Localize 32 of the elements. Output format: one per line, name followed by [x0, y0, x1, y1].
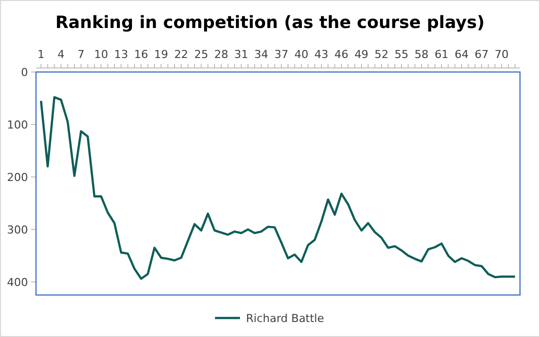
x-tick-label: 19 — [154, 48, 168, 61]
y-tick-label: 300 — [7, 223, 28, 236]
x-tick-label: 37 — [274, 48, 288, 61]
y-tick-label: 0 — [21, 66, 28, 79]
x-tick-label: 7 — [78, 48, 85, 61]
x-tick-label: 64 — [454, 48, 469, 61]
y-tick-label: 400 — [7, 276, 28, 289]
legend-label: Richard Battle — [246, 312, 324, 325]
x-tick-label: 52 — [374, 48, 388, 61]
x-tick-label: 43 — [314, 48, 328, 61]
x-tick-label: 58 — [414, 48, 429, 61]
line-series — [40, 96, 516, 280]
x-tick-label: 22 — [174, 48, 188, 61]
x-tick-label: 16 — [134, 48, 148, 61]
x-tick-label: 61 — [434, 48, 449, 61]
x-tick-label: 1 — [38, 48, 44, 61]
x-tick-label: 13 — [114, 48, 128, 61]
x-tick-label: 4 — [58, 48, 65, 61]
x-tick-label: 70 — [494, 48, 509, 61]
x-tick-label: 31 — [234, 48, 248, 61]
y-tick-label: 100 — [7, 118, 28, 132]
x-tick-label: 34 — [254, 48, 268, 61]
x-tick-label: 49 — [354, 48, 368, 61]
x-tick-label: 67 — [474, 48, 489, 61]
chart-title: Ranking in competition (as the course plays) — [55, 13, 485, 33]
x-tick-label: 55 — [394, 48, 409, 61]
x-tick-label: 28 — [214, 48, 228, 61]
y-tick-label: 200 — [7, 170, 28, 184]
x-tick-label: 10 — [94, 48, 108, 61]
x-tick-label: 25 — [194, 48, 208, 61]
x-tick-label: 40 — [294, 48, 308, 61]
x-tick-label: 46 — [334, 48, 348, 61]
